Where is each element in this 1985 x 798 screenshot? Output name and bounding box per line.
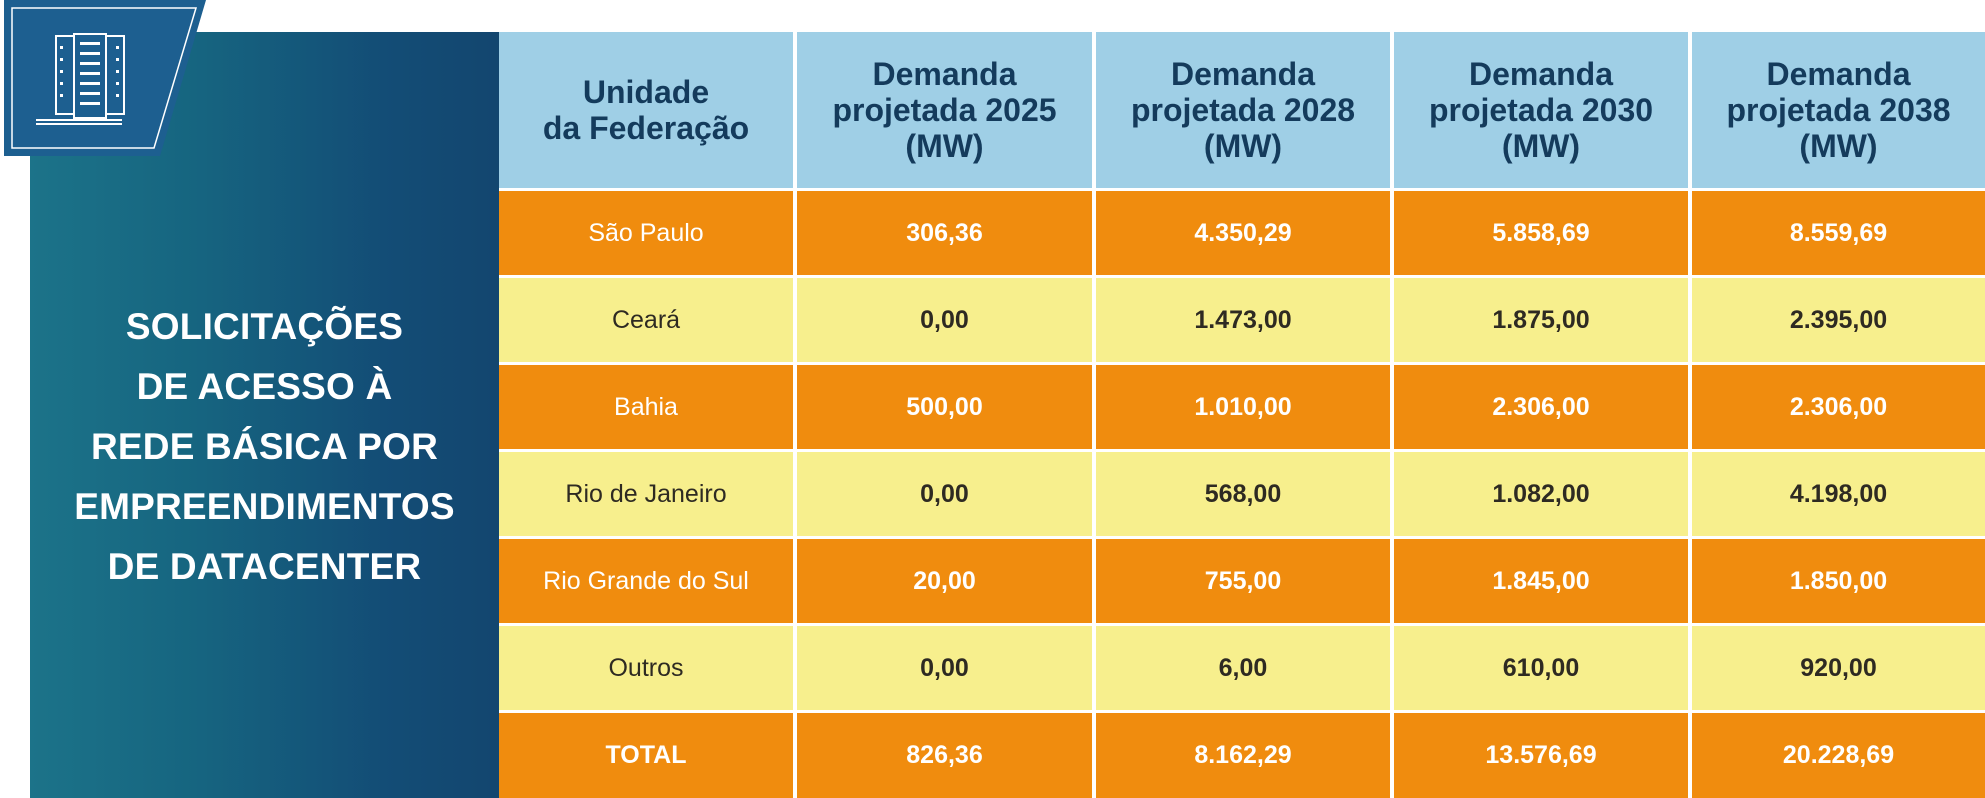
cell-2028: 6,00 xyxy=(1096,626,1390,710)
table-row: Rio de Janeiro 0,00 568,00 1.082,00 4.19… xyxy=(499,452,1985,536)
header-2028: Demanda projetada 2028 (MW) xyxy=(1096,32,1390,188)
cell-uf: Outros xyxy=(499,626,793,710)
table-row: Ceará 0,00 1.473,00 1.875,00 2.395,00 xyxy=(499,278,1985,362)
cell-2025: 500,00 xyxy=(797,365,1092,449)
table-row: São Paulo 306,36 4.350,29 5.858,69 8.559… xyxy=(499,191,1985,275)
cell-2028: 1.473,00 xyxy=(1096,278,1390,362)
cell-2028: 4.350,29 xyxy=(1096,191,1390,275)
cell-2025: 20,00 xyxy=(797,539,1092,623)
cell-2025: 306,36 xyxy=(797,191,1092,275)
cell-2025: 0,00 xyxy=(797,278,1092,362)
cell-2030: 13.576,69 xyxy=(1394,713,1688,798)
cell-2025: 826,36 xyxy=(797,713,1092,798)
cell-2030: 2.306,00 xyxy=(1394,365,1688,449)
cell-2028: 568,00 xyxy=(1096,452,1390,536)
cell-uf: São Paulo xyxy=(499,191,793,275)
table-row: Outros 0,00 6,00 610,00 920,00 xyxy=(499,626,1985,710)
cell-2030: 1.082,00 xyxy=(1394,452,1688,536)
cell-2038: 2.306,00 xyxy=(1692,365,1985,449)
header-2030: Demanda projetada 2030 (MW) xyxy=(1394,32,1688,188)
cell-2025: 0,00 xyxy=(797,626,1092,710)
server-rack-icon xyxy=(4,0,206,156)
cell-2028: 755,00 xyxy=(1096,539,1390,623)
cell-2028: 1.010,00 xyxy=(1096,365,1390,449)
cell-2038: 1.850,00 xyxy=(1692,539,1985,623)
panel-title: SOLICITAÇÕES DE ACESSO À REDE BÁSICA POR… xyxy=(74,306,455,587)
table-row: Rio Grande do Sul 20,00 755,00 1.845,00 … xyxy=(499,539,1985,623)
header-unidade: Unidade da Federação xyxy=(499,32,793,188)
cell-uf: Bahia xyxy=(499,365,793,449)
cell-uf: Rio de Janeiro xyxy=(499,452,793,536)
table-header: Unidade da Federação Demanda projetada 2… xyxy=(499,32,1985,188)
cell-uf: Rio Grande do Sul xyxy=(499,539,793,623)
cell-2038: 4.198,00 xyxy=(1692,452,1985,536)
cell-uf: TOTAL xyxy=(499,713,793,798)
cell-2038: 20.228,69 xyxy=(1692,713,1985,798)
header-2038: Demanda projetada 2038 (MW) xyxy=(1692,32,1985,188)
cell-2038: 8.559,69 xyxy=(1692,191,1985,275)
cell-2030: 1.845,00 xyxy=(1394,539,1688,623)
cell-2030: 5.858,69 xyxy=(1394,191,1688,275)
cell-2030: 610,00 xyxy=(1394,626,1688,710)
demand-table: Unidade da Federação Demanda projetada 2… xyxy=(499,32,1985,798)
header-2025: Demanda projetada 2025 (MW) xyxy=(797,32,1092,188)
cell-2038: 920,00 xyxy=(1692,626,1985,710)
cell-2028: 8.162,29 xyxy=(1096,713,1390,798)
cell-uf: Ceará xyxy=(499,278,793,362)
cell-2025: 0,00 xyxy=(797,452,1092,536)
table-row: Bahia 500,00 1.010,00 2.306,00 2.306,00 xyxy=(499,365,1985,449)
title-panel: SOLICITAÇÕES DE ACESSO À REDE BÁSICA POR… xyxy=(30,32,499,798)
cell-2030: 1.875,00 xyxy=(1394,278,1688,362)
cell-2038: 2.395,00 xyxy=(1692,278,1985,362)
table-row-total: TOTAL 826,36 8.162,29 13.576,69 20.228,6… xyxy=(499,713,1985,798)
